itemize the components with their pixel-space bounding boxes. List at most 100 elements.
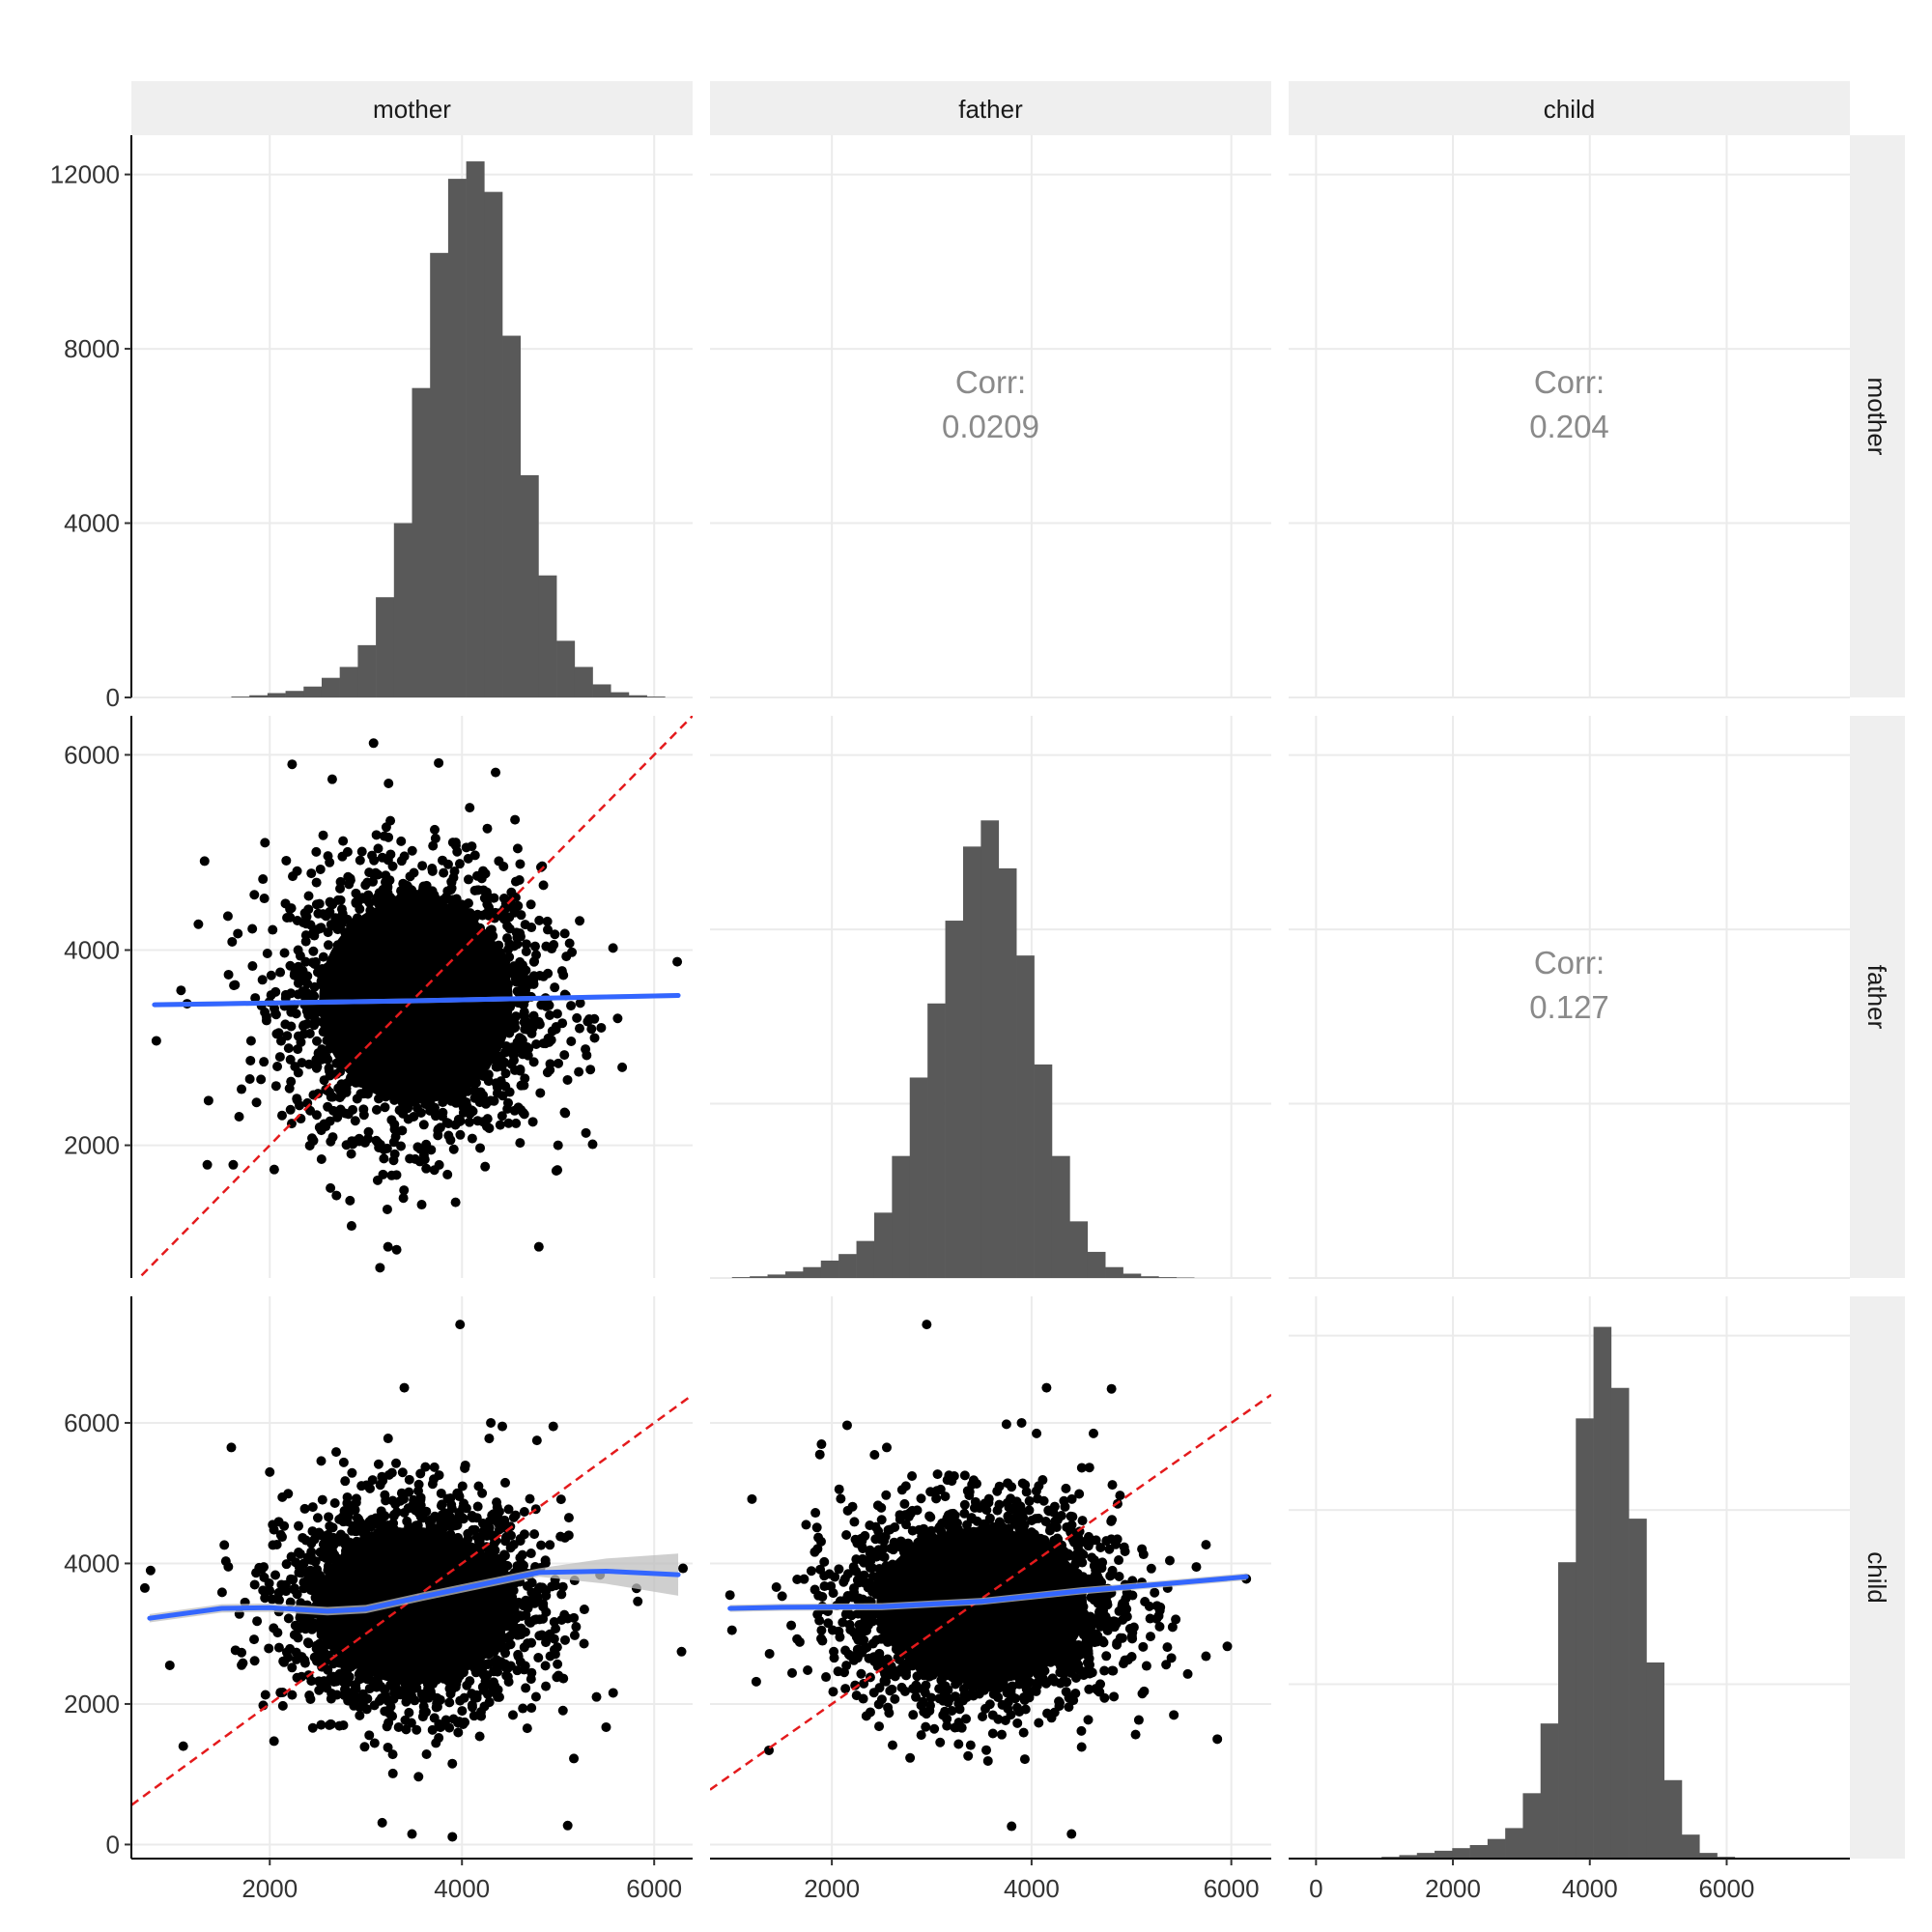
scatter-point (420, 1098, 431, 1109)
histogram-bar (303, 686, 323, 697)
scatter-point (346, 1221, 356, 1232)
scatter-point (454, 1116, 465, 1126)
scatter-point (359, 1742, 370, 1752)
scatter-point (314, 1685, 325, 1695)
scatter-point (381, 1032, 391, 1042)
scatter-point (294, 1562, 304, 1573)
scatter-point (465, 803, 475, 813)
scatter-point (414, 979, 425, 989)
scatter-point (354, 923, 364, 933)
scatter-point (457, 1058, 468, 1068)
histogram-bar (803, 1266, 822, 1278)
scatter-point (554, 1058, 564, 1068)
scatter-point (294, 1520, 304, 1531)
scatter-point (298, 1532, 308, 1543)
scatter-point (308, 946, 319, 956)
scatter-point (377, 852, 387, 863)
scatter-point (324, 1512, 334, 1522)
scatter-point (430, 1052, 440, 1063)
scatter-point (494, 856, 504, 867)
scatter-point (574, 1066, 584, 1077)
scatter-point (349, 952, 359, 962)
scatter-point (325, 896, 335, 907)
scatter-point (559, 1050, 570, 1061)
scatter-point (281, 855, 292, 866)
scatter-point (393, 1087, 404, 1097)
scatter-point (376, 1065, 386, 1076)
scatter-point (385, 849, 396, 860)
scatter-point (560, 1108, 571, 1119)
scatter-point (418, 882, 429, 893)
histogram-bar (1016, 955, 1035, 1278)
scatter-point (391, 1244, 402, 1255)
scatter-point (266, 970, 276, 980)
scatter-point (527, 1117, 538, 1127)
scatter-point (250, 993, 261, 1004)
scatter-point (608, 1688, 618, 1698)
scatter-point (264, 1643, 274, 1654)
scatter-point (273, 1587, 284, 1598)
scatter-point (252, 1616, 263, 1627)
scatter-point (300, 936, 311, 947)
scatter-point (416, 1018, 427, 1029)
scatter-point (306, 1547, 317, 1557)
scatter-point (556, 1589, 567, 1600)
scatter-point (389, 1149, 400, 1159)
scatter-point (438, 1029, 448, 1039)
scatter-point (552, 1009, 562, 1019)
scatter-point (375, 1480, 385, 1491)
scatter-father-vs-mother (137, 716, 693, 1278)
scatter-point (587, 1139, 598, 1150)
scatter-point (586, 1024, 597, 1035)
scatter-point (375, 1263, 385, 1273)
scatter-point (463, 1037, 473, 1047)
scatter-point (532, 1592, 543, 1603)
scatter-point (307, 1502, 318, 1513)
scatter-point (311, 899, 322, 910)
scatter-point (399, 851, 410, 862)
scatter-point (442, 1017, 453, 1028)
scatter-point (458, 1107, 469, 1118)
scatter-point (461, 1018, 471, 1029)
scatter-point (420, 1050, 431, 1061)
scatter-point (380, 1079, 390, 1090)
identity-line (137, 716, 693, 1278)
scatter-point (453, 1038, 464, 1049)
scatter-point (342, 1054, 353, 1065)
scatter-point (505, 1543, 516, 1553)
scatter-point (396, 1018, 407, 1029)
scatter-point (526, 979, 536, 989)
scatter-point (454, 859, 465, 869)
scatter-point (484, 1522, 495, 1533)
histogram-bar (1158, 1277, 1178, 1278)
scatter-point (367, 1552, 378, 1563)
scatter-point (392, 1029, 403, 1039)
scatter-point (438, 1038, 448, 1049)
scatter-point (463, 853, 473, 864)
scatter-point (293, 978, 303, 988)
scatter-point (362, 1089, 373, 1099)
scatter-point (496, 960, 506, 971)
scatter-point (494, 1506, 504, 1517)
scatter-point (261, 1015, 271, 1026)
scatter-point (359, 1137, 370, 1148)
scatter-point (486, 964, 497, 975)
scatter-point (512, 843, 523, 854)
scatter-point (412, 1724, 422, 1735)
scatter-point (557, 1581, 568, 1592)
scatter-point (469, 943, 479, 953)
scatter-point (467, 1702, 477, 1713)
scatter-point (427, 864, 438, 874)
scatter-point (495, 1120, 505, 1130)
scatter-point (316, 1719, 327, 1730)
scatter-point (463, 874, 473, 885)
scatter-point (470, 1077, 481, 1088)
scatter-point (384, 779, 394, 789)
scatter-point (575, 998, 585, 1009)
scatter-point (497, 1057, 507, 1067)
scatter-point (326, 1019, 336, 1030)
scatter-point (320, 988, 330, 999)
scatter-point (432, 1073, 442, 1084)
scatter-point (318, 1027, 328, 1037)
